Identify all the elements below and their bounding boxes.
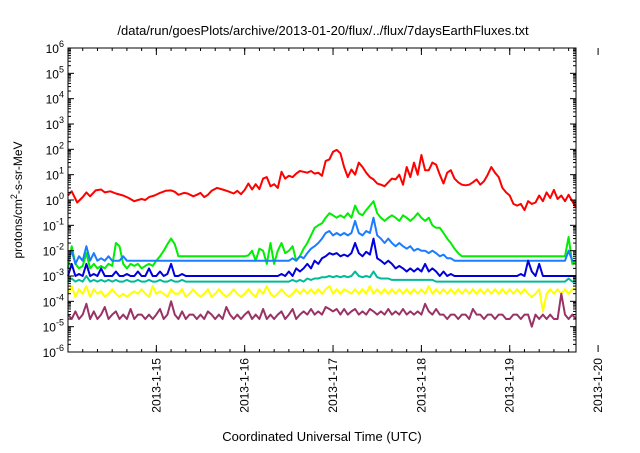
series-line-2 [67, 200, 577, 270]
y-tick-label: 10-1 [43, 216, 64, 233]
y-tick-label: 10-3 [43, 267, 64, 284]
y-tick-label: 104 [46, 90, 64, 107]
y-tick-label-exponent: 1 [59, 166, 64, 176]
y-tick-label: 102 [46, 140, 64, 157]
y-tick-label-exponent: 5 [59, 64, 64, 74]
x-tick-label: 2013-1-15 [149, 358, 163, 413]
y-axis-label-rest: -s-sr-MeV [11, 141, 25, 194]
y-tick-label-exponent: -5 [56, 318, 64, 328]
y-tick-label-exponent: -4 [56, 292, 64, 302]
y-tick-label-base: 10 [43, 295, 57, 309]
x-tick-label: 2013-1-17 [326, 358, 340, 413]
y-tick-label: 10-2 [43, 242, 64, 259]
x-tick-label: 2013-1-18 [414, 358, 428, 413]
y-tick-label-exponent: 0 [59, 191, 64, 201]
series-line-4 [67, 237, 576, 277]
y-tick-label: 10-5 [43, 318, 64, 335]
y-tick-label: 106 [46, 39, 64, 56]
y-tick-label-exponent: 2 [59, 140, 64, 150]
y-tick-label-base: 10 [43, 346, 57, 360]
series-line-3 [67, 216, 576, 265]
y-tick-label: 10-6 [43, 343, 64, 360]
series-line-5 [67, 270, 576, 283]
y-tick-label-base: 10 [43, 321, 57, 335]
series-line-1 [67, 148, 577, 212]
y-axis-label: protons/cm2-s-sr-MeV [9, 141, 25, 258]
series-line-7 [67, 292, 577, 328]
y-tick-label-base: 10 [46, 118, 60, 132]
y-tick-label-base: 10 [46, 42, 60, 56]
y-tick-label-base: 10 [43, 245, 57, 259]
y-tick-label-exponent: -3 [56, 267, 64, 277]
y-tick-label: 101 [46, 166, 64, 183]
y-tick-label-base: 10 [46, 143, 60, 157]
y-axis-label-base: protons/cm [11, 199, 25, 258]
series-layer [67, 148, 577, 328]
axes-layer: 10-610-510-410-310-210-11001011021031041… [43, 39, 605, 413]
y-tick-label-exponent: 3 [59, 115, 64, 125]
x-tick-label: 2013-1-16 [238, 358, 252, 413]
y-tick-label: 105 [46, 64, 64, 81]
y-tick-label: 100 [46, 191, 64, 208]
x-tick-label: 2013-1-19 [503, 358, 517, 413]
y-tick-label: 10-4 [43, 292, 64, 309]
y-tick-label-base: 10 [43, 219, 57, 233]
y-tick-label-exponent: -6 [56, 343, 64, 353]
y-tick-label-base: 10 [43, 270, 57, 284]
y-tick-label-exponent: -2 [56, 242, 64, 252]
y-axis-label-sup: 2 [9, 194, 19, 199]
chart-title: /data/run/goesPlots/archive/2013-01-20/f… [117, 23, 529, 38]
y-tick-label-exponent: 6 [59, 39, 64, 49]
series-line-6 [67, 285, 576, 313]
y-tick-label-exponent: -1 [56, 216, 64, 226]
y-tick-label-base: 10 [46, 169, 60, 183]
y-tick-label: 103 [46, 115, 64, 132]
x-tick-label: 2013-1-20 [591, 358, 605, 413]
y-tick-label-base: 10 [46, 67, 60, 81]
y-tick-label-base: 10 [46, 194, 60, 208]
y-tick-label-base: 10 [46, 93, 60, 107]
y-tick-label-exponent: 4 [59, 90, 64, 100]
x-axis-label: Coordinated Universal Time (UTC) [222, 429, 421, 444]
